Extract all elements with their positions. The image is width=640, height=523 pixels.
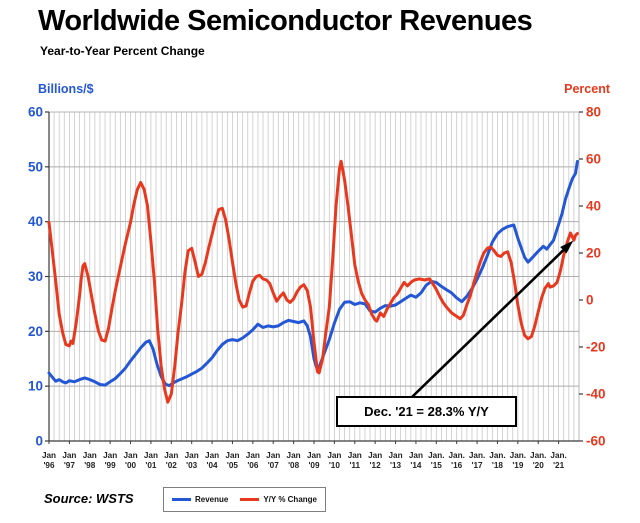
- x-label-month: Jan: [103, 451, 117, 460]
- right-tick-label: 60: [586, 152, 601, 167]
- x-label-month: Jan.: [510, 451, 526, 460]
- x-label-month: Jan.: [489, 451, 505, 460]
- legend: Revenue Y/Y % Change: [163, 487, 326, 512]
- x-label-year: '02: [166, 461, 178, 470]
- yoy-change-line: [47, 159, 579, 404]
- x-label-year: '03: [186, 461, 198, 470]
- x-label-month: Jan: [205, 451, 219, 460]
- x-label-year: '01: [145, 461, 157, 470]
- annotation-arrow-shaft: [411, 249, 565, 398]
- x-label-month: Jan: [62, 451, 76, 460]
- x-label-month: Jan: [185, 451, 199, 460]
- x-label-year: '09: [308, 461, 320, 470]
- left-tick-label: 30: [28, 269, 43, 284]
- legend-yoy-label: Y/Y % Change: [263, 495, 317, 504]
- annotation-text: Dec. '21 = 28.3% Y/Y: [364, 404, 489, 419]
- x-label-month: Jan: [83, 451, 97, 460]
- x-label-month: Jan: [348, 451, 362, 460]
- x-label-year: '19: [512, 461, 524, 470]
- left-tick-label: 50: [28, 159, 43, 174]
- x-label-month: Jan: [123, 451, 137, 460]
- x-label-year: '96: [43, 461, 55, 470]
- x-label-year: '10: [329, 461, 341, 470]
- x-label-year: '11: [349, 461, 360, 470]
- x-label-year: '13: [390, 461, 402, 470]
- x-label-month: Jan: [42, 451, 56, 460]
- x-label-year: '12: [370, 461, 382, 470]
- right-tick-label: -20: [586, 340, 606, 355]
- left-tick-label: 20: [28, 324, 43, 339]
- x-label-year: '20: [533, 461, 545, 470]
- x-label-month: Jan: [307, 451, 321, 460]
- left-tick-label: 10: [28, 379, 43, 394]
- right-tick-label: 40: [586, 199, 601, 214]
- x-label-year: '98: [84, 461, 96, 470]
- right-tick-label: 20: [586, 246, 601, 261]
- x-label-year: '97: [64, 461, 76, 470]
- x-label-month: Jan: [368, 451, 382, 460]
- x-label-month: Jan: [164, 451, 178, 460]
- x-label-year: '00: [125, 461, 137, 470]
- legend-revenue-line-swatch: [171, 498, 191, 501]
- x-label-month: Jan: [409, 451, 423, 460]
- chart-subtitle: Year-to-Year Percent Change: [40, 44, 205, 58]
- x-label-month: Jan.: [448, 451, 464, 460]
- x-label-month: Jan: [225, 451, 239, 460]
- left-tick-label: 40: [28, 214, 43, 229]
- right-tick-label: -60: [586, 434, 606, 449]
- x-label-year: '15: [431, 461, 443, 470]
- legend-yoy-line-swatch: [240, 498, 260, 501]
- chart-title: Worldwide Semiconductor Revenues: [38, 5, 533, 37]
- x-label-year: '08: [288, 461, 300, 470]
- revenue-line: [47, 159, 579, 388]
- x-label-year: '07: [268, 461, 280, 470]
- source-label: Source: WSTS: [44, 491, 134, 506]
- x-label-month: Jan.: [469, 451, 485, 460]
- x-label-month: Jan.: [530, 451, 546, 460]
- x-label-month: Jan.: [428, 451, 444, 460]
- x-label-year: '17: [472, 461, 484, 470]
- annotation-arrow-head: [560, 240, 574, 254]
- right-tick-label: -40: [586, 387, 606, 402]
- left-tick-label: 0: [35, 434, 43, 449]
- x-label-year: '04: [207, 461, 219, 470]
- left-axis-caption: Billions/$: [38, 82, 94, 96]
- x-label-year: '16: [451, 461, 463, 470]
- x-label-year: '99: [105, 461, 117, 470]
- x-label-month: Jan: [287, 451, 301, 460]
- x-label-month: Jan: [246, 451, 260, 460]
- x-label-year: '21: [553, 461, 565, 470]
- legend-revenue-label: Revenue: [194, 495, 229, 504]
- x-label-year: '14: [410, 461, 422, 470]
- x-label-month: Jan.: [550, 451, 566, 460]
- x-label-year: '06: [247, 461, 259, 470]
- annotation-box: Dec. '21 = 28.3% Y/Y: [336, 396, 517, 427]
- left-tick-label: 60: [28, 105, 43, 120]
- x-label-month: Jan: [388, 451, 402, 460]
- x-label-month: Jan: [327, 451, 341, 460]
- right-tick-label: 80: [586, 105, 601, 120]
- right-axis-caption: Percent: [564, 82, 610, 96]
- x-label-year: '18: [492, 461, 504, 470]
- right-tick-label: 0: [586, 293, 594, 308]
- x-label-month: Jan: [266, 451, 280, 460]
- x-label-month: Jan: [144, 451, 158, 460]
- x-label-year: '05: [227, 461, 239, 470]
